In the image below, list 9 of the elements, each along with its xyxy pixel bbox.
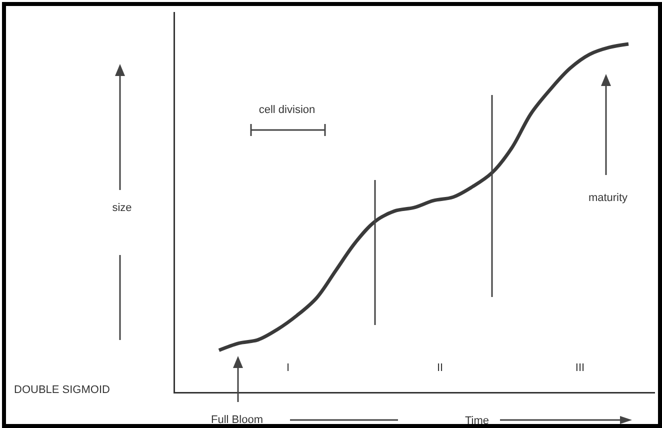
text: DOUBLE SIGMOID <box>14 384 110 396</box>
annotation: cell division <box>258 104 316 116</box>
annotation: II <box>436 362 444 374</box>
text: Full Bloom <box>211 414 263 426</box>
annotation: I <box>286 362 290 374</box>
annotation: maturity <box>588 192 628 204</box>
x-axis-title: Time <box>464 415 490 427</box>
annotation: III <box>575 362 585 374</box>
text: size <box>112 202 132 214</box>
